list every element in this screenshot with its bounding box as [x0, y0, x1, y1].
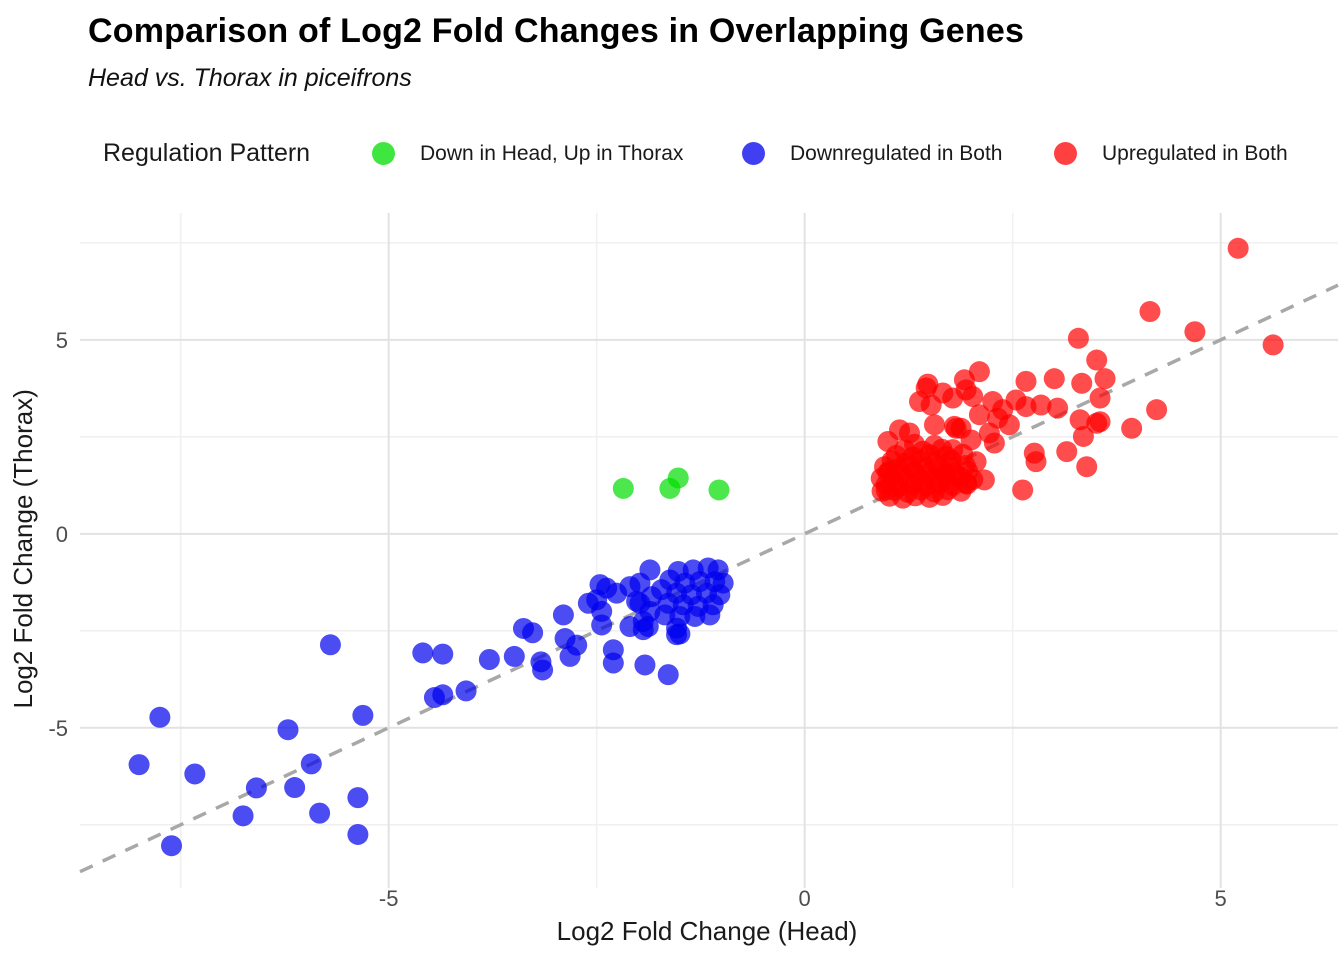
x-tick-label: 0: [799, 886, 811, 911]
chart-subtitle: Head vs. Thorax in piceifrons: [88, 64, 412, 92]
data-point-downregulated-in-both: [284, 777, 306, 799]
data-point-downregulated-in-both: [352, 704, 374, 726]
data-point-upregulated-in-both: [1047, 397, 1069, 419]
data-point-upregulated-in-both: [1184, 321, 1206, 343]
data-point-downregulated-in-both: [347, 787, 369, 809]
data-point-downregulated-in-both: [591, 614, 613, 636]
data-point-upregulated-in-both: [1015, 370, 1037, 392]
data-point-downregulated-in-both: [184, 763, 206, 785]
y-tick-label: -5: [48, 716, 68, 741]
data-point-upregulated-in-both: [923, 434, 945, 456]
x-tick-label: 5: [1215, 886, 1227, 911]
data-point-downregulated-in-both: [432, 643, 454, 665]
data-point-upregulated-in-both: [1043, 368, 1065, 390]
data-point-downregulated-in-both: [347, 823, 369, 845]
data-point-upregulated-in-both: [1076, 456, 1098, 478]
x-axis-title: Log2 Fold Change (Head): [557, 916, 858, 946]
data-point-upregulated-in-both: [1121, 417, 1143, 439]
data-point-upregulated-in-both: [983, 432, 1005, 454]
data-point-downregulated-in-both: [637, 616, 659, 638]
data-point-upregulated-in-both: [1069, 409, 1091, 431]
data-point-upregulated-in-both: [1146, 399, 1168, 421]
data-point-downregulated-in-both: [602, 652, 624, 674]
data-point-upregulated-in-both: [879, 460, 901, 482]
data-point-upregulated-in-both: [973, 469, 995, 491]
data-point-upregulated-in-both: [998, 414, 1020, 436]
data-point-downregulated-in-both: [478, 649, 500, 671]
data-point-upregulated-in-both: [1094, 368, 1116, 390]
x-tick-label: -5: [379, 886, 399, 911]
data-point-down-in-head-up-in-thorax: [708, 479, 730, 501]
data-point-upregulated-in-both: [1025, 451, 1047, 473]
legend-label-down-head-up-thorax: Down in Head, Up in Thorax: [420, 142, 684, 165]
y-tick-label: 0: [56, 522, 68, 547]
data-point-upregulated-in-both: [942, 439, 964, 461]
data-point-upregulated-in-both: [1089, 387, 1111, 409]
legend-dot-green-icon: [372, 142, 395, 165]
data-point-downregulated-in-both: [245, 777, 267, 799]
data-point-downregulated-in-both: [432, 684, 454, 706]
data-point-upregulated-in-both: [1086, 349, 1108, 371]
data-point-upregulated-in-both: [1262, 334, 1284, 356]
data-point-downregulated-in-both: [149, 706, 171, 728]
data-point-upregulated-in-both: [923, 414, 945, 436]
data-point-downregulated-in-both: [128, 754, 150, 776]
data-point-downregulated-in-both: [277, 719, 299, 741]
data-point-downregulated-in-both: [522, 622, 544, 644]
data-point-upregulated-in-both: [1072, 425, 1094, 447]
data-point-downregulated-in-both: [412, 642, 434, 664]
data-point-upregulated-in-both: [1227, 237, 1249, 259]
data-point-down-in-head-up-in-thorax: [667, 467, 689, 489]
data-point-downregulated-in-both: [552, 604, 574, 626]
data-point-upregulated-in-both: [962, 385, 984, 407]
data-point-downregulated-in-both: [161, 835, 183, 857]
data-point-upregulated-in-both: [1139, 301, 1161, 323]
data-point-downregulated-in-both: [503, 645, 525, 667]
data-point-upregulated-in-both: [965, 451, 987, 473]
data-point-upregulated-in-both: [1056, 441, 1078, 463]
data-point-downregulated-in-both: [712, 572, 734, 594]
data-point-upregulated-in-both: [875, 479, 897, 501]
data-point-upregulated-in-both: [1012, 479, 1034, 501]
chart-title: Comparison of Log2 Fold Changes in Overl…: [88, 12, 1025, 50]
data-point-upregulated-in-both: [968, 361, 990, 383]
data-point-upregulated-in-both: [1030, 394, 1052, 416]
data-point-upregulated-in-both: [1067, 327, 1089, 349]
legend-title: Regulation Pattern: [103, 139, 311, 167]
data-point-downregulated-in-both: [309, 802, 331, 824]
legend-dot-red-icon: [1054, 142, 1077, 165]
y-axis-title: Log2 Fold Change (Thorax): [8, 389, 38, 708]
data-point-downregulated-in-both: [232, 805, 254, 827]
data-point-upregulated-in-both: [955, 472, 977, 494]
data-point-upregulated-in-both: [1071, 372, 1093, 394]
data-point-downregulated-in-both: [300, 753, 322, 775]
data-point-upregulated-in-both: [960, 429, 982, 451]
data-point-upregulated-in-both: [899, 422, 921, 444]
data-point-downregulated-in-both: [319, 634, 341, 656]
data-point-downregulated-in-both: [639, 559, 661, 581]
data-point-upregulated-in-both: [935, 464, 957, 486]
data-point-downregulated-in-both: [657, 664, 679, 686]
data-point-down-in-head-up-in-thorax: [612, 477, 634, 499]
legend-label-downregulated-both: Downregulated in Both: [790, 142, 1003, 165]
identity-reference-line: [79, 283, 1339, 874]
y-tick-label: 5: [56, 328, 68, 353]
data-point-downregulated-in-both: [532, 659, 554, 681]
data-point-downregulated-in-both: [455, 680, 477, 702]
data-point-upregulated-in-both: [968, 404, 990, 426]
data-point-upregulated-in-both: [1089, 411, 1111, 433]
data-point-downregulated-in-both: [634, 654, 656, 676]
legend-label-upregulated-both: Upregulated in Both: [1102, 142, 1288, 165]
legend-dot-blue-icon: [742, 142, 765, 165]
data-point-downregulated-in-both: [566, 634, 588, 656]
data-point-downregulated-in-both: [666, 617, 688, 639]
